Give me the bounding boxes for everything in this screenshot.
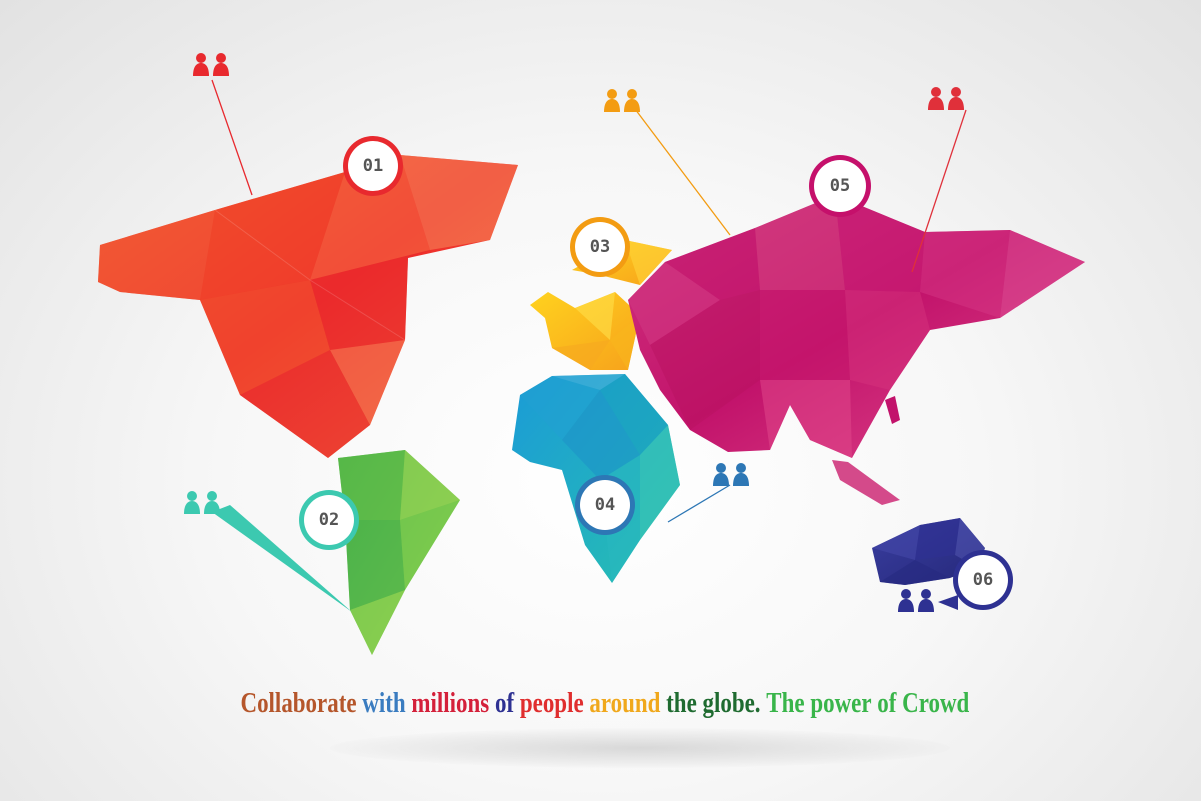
badge-04: 04	[575, 475, 635, 535]
tagline-word: millions	[411, 688, 490, 719]
person-icon	[184, 491, 200, 514]
badge-02: 02	[299, 490, 359, 550]
person-icon	[213, 53, 229, 76]
people-icon-group-06	[898, 589, 934, 612]
person-icon	[604, 89, 620, 112]
tagline: Collaborate with millions of people around the…	[115, 688, 1100, 720]
connector-04	[667, 484, 731, 523]
person-icon	[918, 589, 934, 612]
continent-north-america	[98, 155, 518, 458]
tagline-word: The	[766, 688, 805, 719]
badge-06-label: 06	[973, 570, 993, 590]
floor-shadow	[330, 728, 950, 768]
tagline-word: of	[494, 688, 515, 719]
badge-05-label: 05	[830, 176, 850, 196]
connector-02	[212, 505, 352, 612]
tagline-word: of	[877, 688, 897, 719]
tagline-word: with	[362, 688, 406, 719]
badge-04-label: 04	[595, 495, 615, 515]
badge-03: 03	[570, 217, 630, 277]
badge-02-label: 02	[319, 510, 339, 530]
tagline-word: around	[589, 688, 661, 719]
people-icon-group-02	[184, 491, 220, 514]
tagline-word: globe.	[702, 688, 761, 719]
badge-01: 01	[343, 136, 403, 196]
connector-06	[938, 595, 958, 610]
people-icon-group-01	[193, 53, 229, 76]
person-icon	[898, 589, 914, 612]
person-icon	[713, 463, 729, 486]
person-icon	[733, 463, 749, 486]
connector-03	[631, 104, 731, 236]
badge-05: 05	[809, 155, 871, 217]
person-icon	[204, 491, 220, 514]
tagline-word: Crowd	[902, 688, 970, 719]
connector-lines	[211, 79, 967, 612]
badge-06: 06	[953, 550, 1013, 610]
tagline-word: the	[666, 688, 697, 719]
tagline-word: power	[810, 688, 872, 719]
badge-01-label: 01	[363, 156, 383, 176]
badge-03-label: 03	[590, 237, 610, 257]
people-icon-group-03	[604, 89, 640, 112]
tagline-word: Collaborate	[240, 688, 357, 719]
person-icon	[928, 87, 944, 110]
people-icon-group-05	[928, 87, 964, 110]
continent-south-america	[338, 450, 460, 655]
connector-05	[911, 109, 967, 273]
tagline-word: people	[519, 688, 584, 719]
person-icon	[624, 89, 640, 112]
continent-asia	[628, 195, 1085, 505]
person-icon	[948, 87, 964, 110]
person-icon	[193, 53, 209, 76]
connector-01	[211, 79, 253, 196]
people-icon-group-04	[713, 463, 749, 486]
continent-australia	[872, 518, 985, 585]
